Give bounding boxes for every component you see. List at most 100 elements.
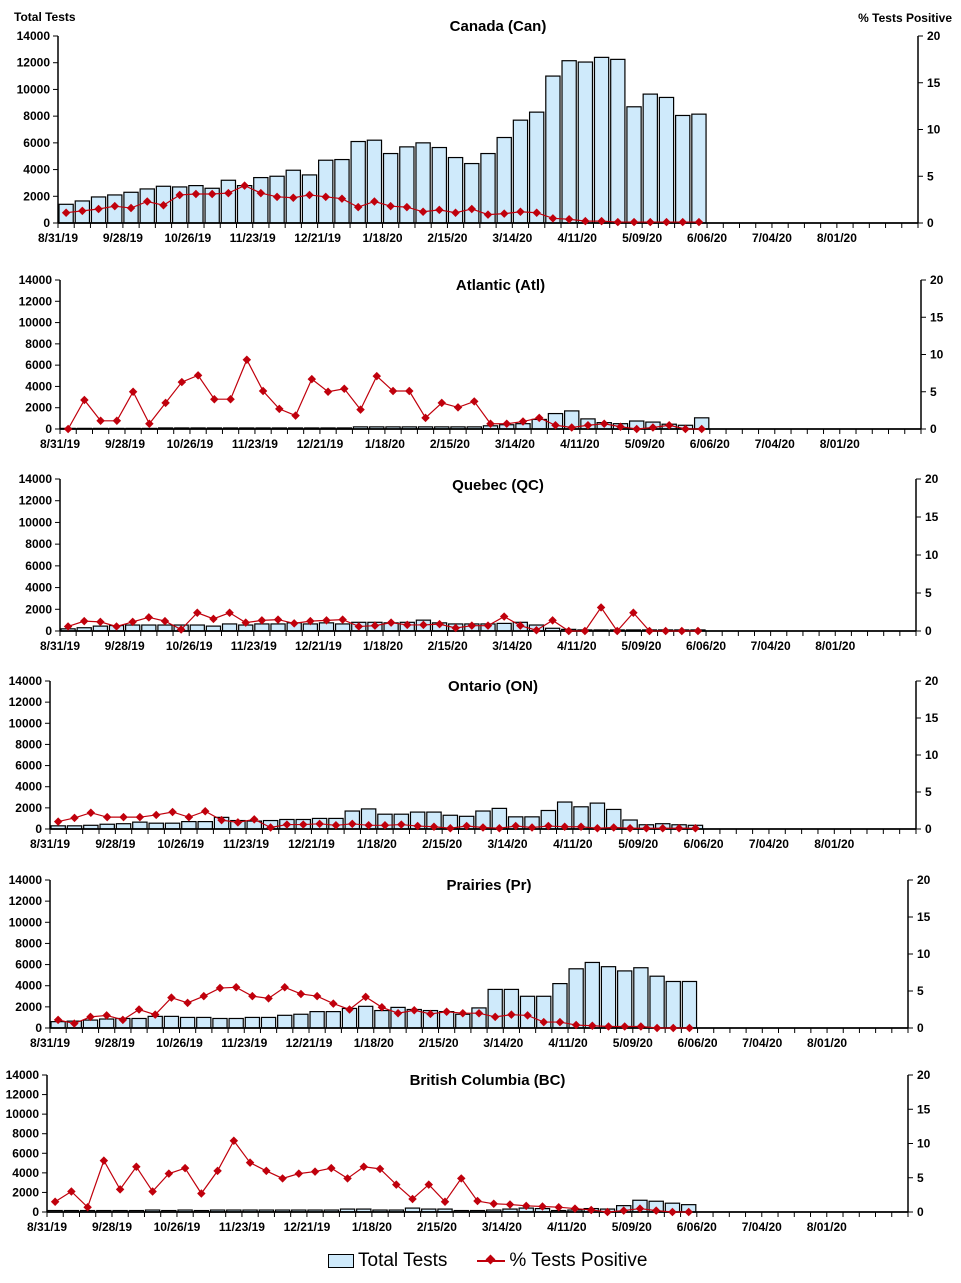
chart-1-xtick-label: 8/31/19 (40, 437, 80, 451)
chart-3-positive-point (495, 824, 504, 833)
chart-2-positive-point (160, 616, 170, 626)
chart-5-positive-point (245, 1158, 255, 1167)
chart-4-xtick-label: 10/26/19 (156, 1036, 203, 1050)
chart-1-xtick-label: 1/18/20 (365, 437, 405, 451)
chart-1-positive-point (145, 419, 154, 429)
chart-5-y2tick-label: 5 (917, 1171, 924, 1185)
chart-1-positive-point (616, 422, 625, 432)
chart-4-bar (179, 1016, 196, 1029)
chart-3-xtick-label: 4/11/20 (553, 837, 593, 851)
chart-5-ytick-label: 4000 (12, 1166, 39, 1180)
chart-2-xtick-label: 5/09/20 (621, 639, 661, 653)
chart-4-bar (163, 1015, 180, 1029)
chart-2-positive-point (403, 620, 412, 630)
chart-4-bar (681, 980, 698, 1029)
chart-2-xtick-label: 2/15/20 (428, 639, 468, 653)
chart-5-positive-point (684, 1207, 693, 1217)
chart-2-positive-point (467, 621, 477, 630)
chart-4-bar (260, 1016, 277, 1029)
chart-3-y2tick-label: 5 (925, 785, 932, 799)
chart-2-positive-point (580, 626, 590, 636)
chart-1-ytick-label: 4000 (25, 379, 52, 393)
chart-0-positive-point (435, 205, 444, 215)
chart-4-positive-point (669, 1023, 678, 1033)
chart-5-title: British Columbia (BC) (410, 1072, 566, 1089)
chart-0-ytick-label: 8000 (23, 109, 50, 123)
chart-2-bar (496, 622, 512, 632)
chart-1-ytick-label: 8000 (25, 337, 52, 351)
chart-4-ytick-label: 2000 (15, 1000, 42, 1014)
chart-1-positive-point (486, 419, 495, 429)
chart-2-positive-point (225, 608, 234, 618)
chart-4-bar (568, 968, 584, 1029)
chart-4-xtick-label: 7/04/20 (742, 1036, 782, 1050)
chart-2-positive-point (629, 608, 638, 618)
chart-0-ytick-label: 2000 (23, 189, 50, 203)
chart-3-positive-point (625, 824, 635, 833)
chart-4-y2tick-label: 0 (917, 1021, 924, 1035)
chart-0-positive-point (402, 202, 412, 212)
chart-2-positive-point (564, 626, 573, 636)
chart-4-positive-point (588, 1021, 597, 1031)
chart-1-positive-point (112, 416, 122, 426)
chart-0-bar (658, 96, 675, 224)
chart-4-bar (325, 1011, 341, 1029)
chart-4-positive-point (523, 1011, 532, 1020)
chart-3-y2tick-label: 15 (925, 711, 939, 725)
chart-5-xtick-label: 6/06/20 (677, 1220, 717, 1234)
chart-1-positive-point (697, 424, 706, 434)
chart-4-xtick-label: 5/09/20 (613, 1036, 653, 1050)
legend-bar-label: Total Tests (358, 1250, 448, 1271)
chart-0-ytick-label: 0 (43, 216, 50, 230)
chart-1-positive-point (63, 424, 73, 434)
chart-2-y2tick-label: 15 (925, 510, 939, 524)
chart-0-positive-point (337, 194, 347, 203)
chart-0-positive-point (78, 206, 87, 216)
legend-line-label: % Tests Positive (509, 1250, 648, 1271)
chart-0-ytick-label: 12000 (17, 56, 51, 70)
chart-2-xtick-label: 12/21/19 (295, 639, 342, 653)
chart-1-positive-point (632, 424, 641, 434)
chart-2-positive-point (548, 616, 557, 625)
chart-4-positive-point (474, 1008, 484, 1018)
chart-3-bar (181, 820, 197, 830)
chart-5-xtick-label: 9/28/19 (92, 1220, 132, 1234)
chart-0-y2tick-label: 15 (927, 76, 941, 90)
chart-5-positive-point (115, 1185, 125, 1194)
chart-0-title: Canada (Can) (450, 18, 547, 35)
chart-1-positive-point (161, 398, 170, 408)
chart-3-xtick-label: 8/01/20 (814, 837, 854, 851)
chart-1-positive-point (664, 421, 674, 430)
chart-1-positive-point (275, 404, 284, 414)
chart-0-bar (528, 111, 545, 224)
chart-0-positive-point (386, 201, 395, 211)
chart-0-bar (577, 61, 594, 224)
chart-3-xtick-label: 11/23/19 (223, 837, 269, 851)
chart-4-positive-point (393, 1008, 403, 1018)
chart-4-positive-point (183, 998, 192, 1008)
chart-4-positive-point (426, 1009, 435, 1019)
chart-2-positive-point (612, 626, 622, 636)
chart-3-positive-line (58, 810, 696, 829)
chart-0-bar (236, 185, 253, 224)
chart-4-bar (82, 1019, 99, 1029)
legend-line-swatch (477, 1260, 506, 1262)
chart-1-positive-point (518, 417, 528, 426)
chart-4-xtick-label: 9/28/19 (95, 1036, 135, 1050)
chart-3-xtick-label: 5/09/20 (618, 837, 658, 851)
chart-1-positive-point (258, 386, 268, 396)
chart-5-xtick-label: 8/31/19 (27, 1220, 67, 1234)
chart-1-positive-point (372, 371, 382, 381)
chart-5-xtick-label: 4/11/20 (547, 1220, 587, 1234)
chart-0-bar (561, 60, 577, 224)
chart-0-bar (545, 75, 561, 224)
chart-4-bar (131, 1017, 147, 1029)
chart-4-positive-point (345, 1005, 354, 1014)
chart-2-ytick-label: 14000 (19, 472, 53, 486)
chart-5-xtick-label: 7/04/20 (742, 1220, 782, 1234)
chart-0-xtick-label: 6/06/20 (687, 231, 727, 245)
chart-5-positive-line (54, 1139, 689, 1213)
chart-0-positive-point (483, 210, 493, 219)
chart-4-y2tick-label: 20 (917, 873, 931, 887)
chart-0-xtick-label: 10/26/19 (164, 231, 211, 245)
